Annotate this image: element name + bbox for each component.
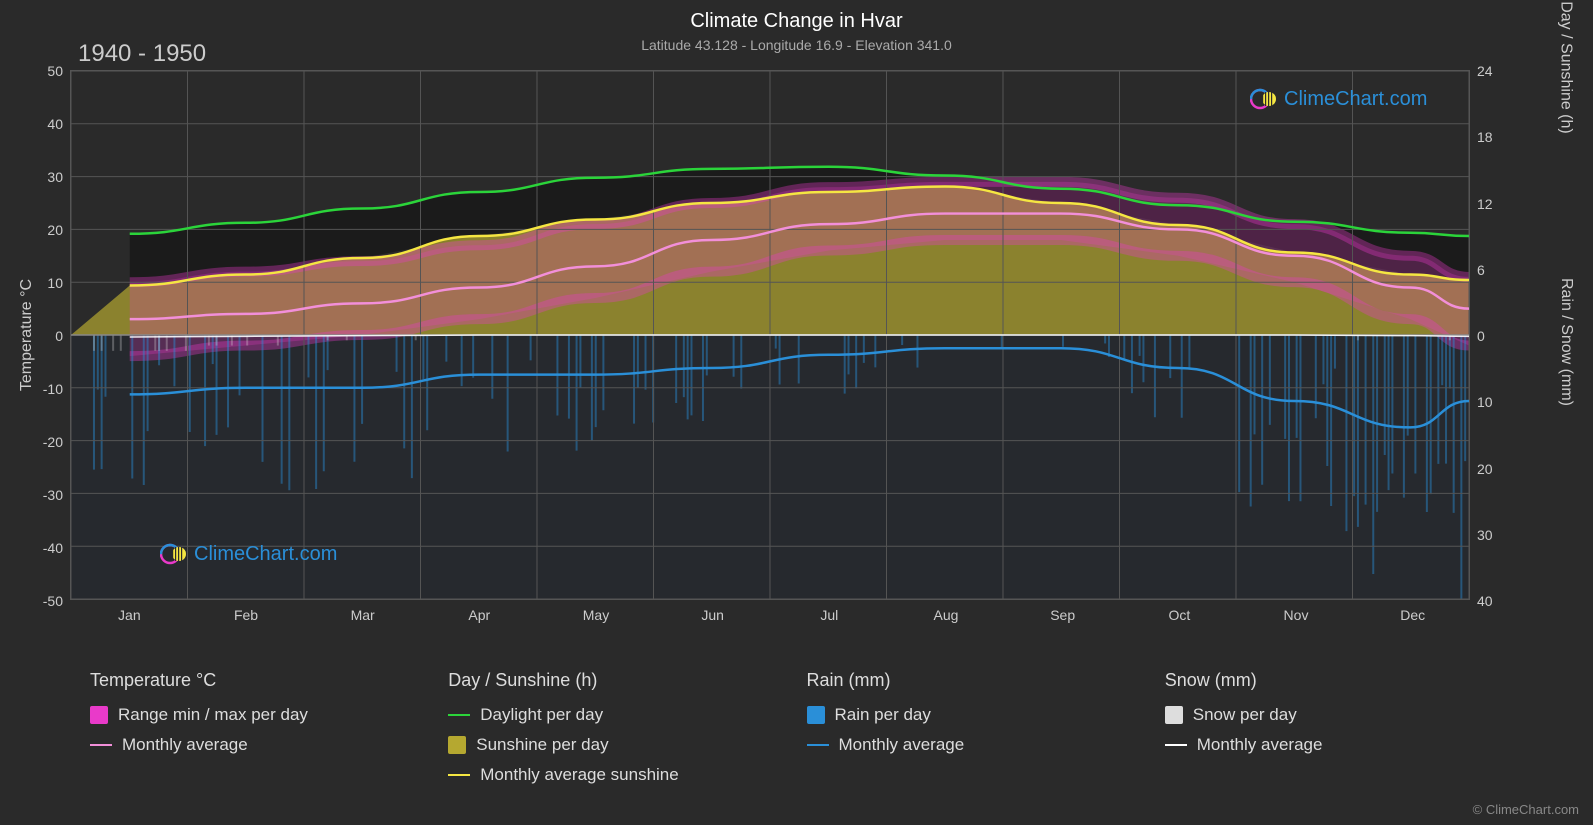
- chart-title: Climate Change in Hvar: [0, 0, 1593, 33]
- legend-label: Range min / max per day: [118, 705, 308, 725]
- y-tick-left: 20: [47, 222, 71, 238]
- legend-label: Monthly average: [1197, 735, 1323, 755]
- legend-marker: [448, 774, 470, 776]
- logo-icon: [160, 540, 188, 568]
- y-tick-left: -30: [43, 487, 71, 503]
- y-axis-left-title: Temperature °C: [18, 279, 36, 391]
- y-tick-right: 18: [1469, 129, 1493, 145]
- x-tick-month: May: [583, 599, 609, 623]
- legend-heading: Rain (mm): [807, 670, 1145, 691]
- x-tick-month: Nov: [1284, 599, 1309, 623]
- y-tick-left: 30: [47, 169, 71, 185]
- legend-item: Snow per day: [1165, 705, 1503, 725]
- legend-marker: [90, 744, 112, 746]
- legend-heading: Temperature °C: [90, 670, 428, 691]
- y-tick-left: 50: [47, 63, 71, 79]
- legend-label: Monthly average: [839, 735, 965, 755]
- watermark: ClimeChart.com: [160, 540, 337, 568]
- x-tick-month: Aug: [934, 599, 959, 623]
- legend-item: Rain per day: [807, 705, 1145, 725]
- y-tick-right: 30: [1469, 527, 1493, 543]
- legend-label: Monthly average sunshine: [480, 765, 678, 785]
- legend-item: Monthly average: [1165, 735, 1503, 755]
- x-tick-month: Jun: [701, 599, 724, 623]
- y-tick-right: 10: [1469, 394, 1493, 410]
- legend-label: Snow per day: [1193, 705, 1297, 725]
- legend: Temperature °C Range min / max per day Mon…: [0, 670, 1593, 825]
- y-tick-right: 40: [1469, 593, 1493, 609]
- y-tick-right: 24: [1469, 63, 1493, 79]
- legend-marker: [1165, 744, 1187, 746]
- legend-column: Rain (mm) Rain per day Monthly average: [807, 670, 1145, 795]
- y-tick-left: -10: [43, 381, 71, 397]
- legend-item: Monthly average sunshine: [448, 765, 786, 785]
- y-tick-left: 0: [55, 328, 71, 344]
- y-tick-left: -50: [43, 593, 71, 609]
- legend-marker: [807, 744, 829, 746]
- legend-label: Monthly average: [122, 735, 248, 755]
- x-tick-month: Dec: [1400, 599, 1425, 623]
- watermark-text: ClimeChart.com: [1284, 88, 1427, 111]
- climate-chart: Climate Change in Hvar Latitude 43.128 -…: [0, 0, 1593, 825]
- legend-marker: [90, 706, 108, 724]
- y-tick-right: 0: [1469, 328, 1485, 344]
- x-tick-month: Jul: [820, 599, 838, 623]
- x-tick-month: Sep: [1050, 599, 1075, 623]
- copyright-text: © ClimeChart.com: [1473, 802, 1579, 817]
- legend-item: Monthly average: [807, 735, 1145, 755]
- y-tick-left: 40: [47, 116, 71, 132]
- watermark: ClimeChart.com: [1250, 85, 1427, 113]
- legend-item: Daylight per day: [448, 705, 786, 725]
- x-tick-month: Mar: [351, 599, 375, 623]
- y-axis-right-bottom-title: Rain / Snow (mm): [1557, 278, 1575, 406]
- legend-column: Temperature °C Range min / max per day Mon…: [90, 670, 428, 795]
- logo-icon: [1250, 85, 1278, 113]
- legend-marker: [807, 706, 825, 724]
- legend-marker: [1165, 706, 1183, 724]
- plot-area: 50403020100-10-20-30-40-5024181260102030…: [70, 70, 1470, 600]
- x-tick-month: Jan: [118, 599, 141, 623]
- period-label: 1940 - 1950: [78, 40, 206, 68]
- legend-label: Daylight per day: [480, 705, 603, 725]
- legend-item: Sunshine per day: [448, 735, 786, 755]
- y-tick-right: 6: [1469, 262, 1485, 278]
- y-tick-right: 12: [1469, 196, 1493, 212]
- legend-column: Snow (mm) Snow per day Monthly average: [1165, 670, 1503, 795]
- watermark-text: ClimeChart.com: [194, 543, 337, 566]
- y-tick-right: 20: [1469, 461, 1493, 477]
- legend-label: Sunshine per day: [476, 735, 608, 755]
- plot-svg: [71, 71, 1469, 599]
- y-axis-right-top-title: Day / Sunshine (h): [1557, 1, 1575, 134]
- legend-heading: Snow (mm): [1165, 670, 1503, 691]
- legend-column: Day / Sunshine (h) Daylight per day Sunshi…: [448, 670, 786, 795]
- legend-heading: Day / Sunshine (h): [448, 670, 786, 691]
- chart-subtitle: Latitude 43.128 - Longitude 16.9 - Eleva…: [0, 37, 1593, 53]
- x-tick-month: Feb: [234, 599, 258, 623]
- legend-label: Rain per day: [835, 705, 931, 725]
- legend-item: Range min / max per day: [90, 705, 428, 725]
- legend-marker: [448, 736, 466, 754]
- legend-item: Monthly average: [90, 735, 428, 755]
- legend-marker: [448, 714, 470, 716]
- y-tick-left: 10: [47, 275, 71, 291]
- x-tick-month: Oct: [1168, 599, 1190, 623]
- x-tick-month: Apr: [468, 599, 490, 623]
- y-tick-left: -40: [43, 540, 71, 556]
- y-tick-left: -20: [43, 434, 71, 450]
